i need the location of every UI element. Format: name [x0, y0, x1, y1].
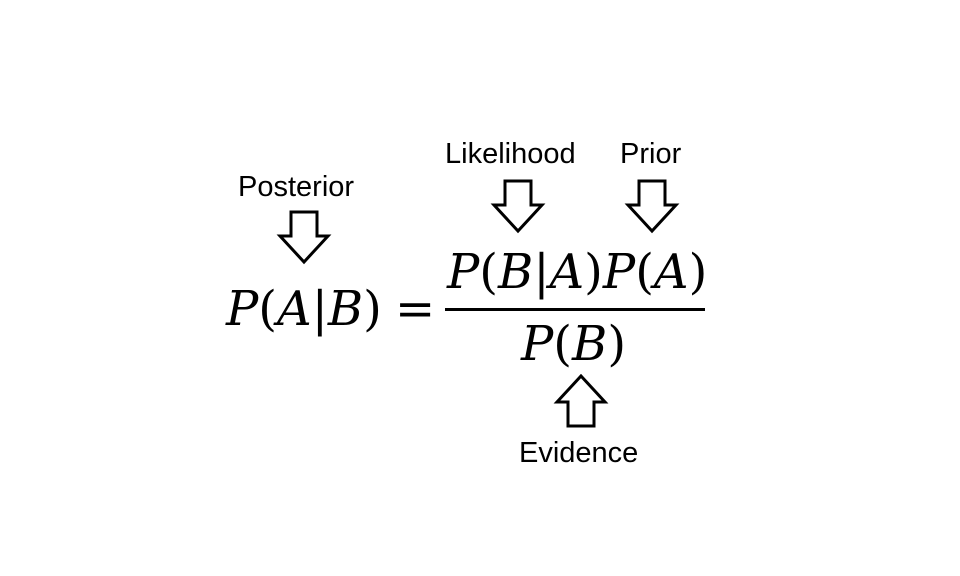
prior-var-a: A: [653, 244, 689, 300]
posterior-down-arrow-icon: [276, 210, 332, 265]
likelihood-open-paren: (: [479, 244, 499, 300]
evidence-close-paren: ): [607, 316, 627, 372]
likelihood-p: P: [447, 244, 480, 300]
evidence-expression: P(B): [521, 320, 626, 368]
lhs-var-b: B: [327, 281, 364, 337]
posterior-expression: P(A|B): [226, 285, 382, 333]
evidence-label: Evidence: [519, 437, 639, 469]
prior-label: Prior: [620, 138, 682, 170]
evidence-open-paren: (: [553, 316, 573, 372]
fraction-bar: [445, 308, 705, 311]
lhs-bar: |: [311, 281, 328, 337]
lhs-open-paren: (: [258, 281, 278, 337]
prior-p: P: [602, 244, 636, 300]
prior-close-paren: ): [688, 244, 708, 300]
prior-open-paren: (: [635, 244, 654, 300]
posterior-label: Posterior: [238, 171, 355, 203]
evidence-up-arrow-icon: [553, 374, 609, 428]
equals-sign: =: [395, 281, 436, 337]
numerator-expression: P(B|A)P(A): [447, 248, 707, 296]
likelihood-label: Likelihood: [445, 138, 576, 170]
evidence-p: P: [521, 316, 554, 372]
likelihood-var-b: B: [498, 244, 534, 300]
likelihood-bar: |: [533, 244, 550, 300]
lhs-var-a: A: [277, 281, 312, 337]
lhs-close-paren: ): [363, 281, 382, 337]
likelihood-down-arrow-icon: [490, 179, 546, 234]
evidence-var-b: B: [572, 316, 608, 372]
likelihood-close-paren: ): [584, 244, 603, 300]
lhs-p: P: [226, 281, 259, 337]
prior-down-arrow-icon: [624, 179, 680, 234]
likelihood-var-a: A: [549, 244, 585, 300]
